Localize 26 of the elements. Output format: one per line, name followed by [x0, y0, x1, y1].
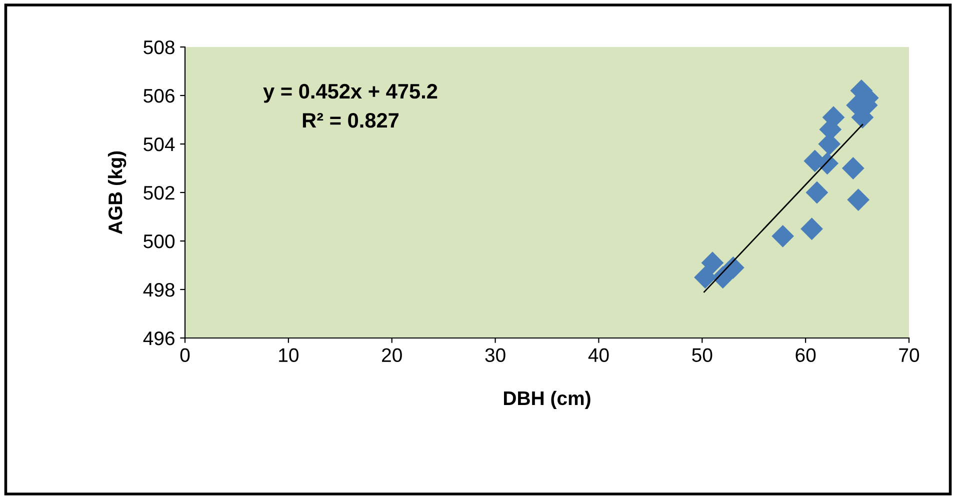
y-tick-label: 500: [144, 234, 175, 248]
point: [772, 224, 794, 248]
point: [701, 252, 724, 274]
x-tick-label: 70: [899, 348, 920, 362]
y-axis-title: AGB (kg): [108, 151, 126, 234]
x-tick-label: 20: [382, 348, 402, 362]
annotation: y = 0.452x + 475.2: [263, 84, 438, 103]
x-tick-label: 50: [692, 348, 712, 362]
annotation: R² = 0.827: [302, 113, 398, 128]
x-axis-title: DBH (cm): [504, 390, 590, 409]
x-tick-label: 10: [279, 348, 298, 362]
y-tick-label: 504: [144, 137, 175, 152]
y-tick-label: 506: [144, 88, 174, 103]
y-tick-label: 508: [144, 40, 174, 54]
point: [842, 157, 864, 180]
x-tick-label: 0: [180, 348, 190, 362]
x-tick-label: 30: [485, 348, 506, 362]
y-tick-label: 502: [144, 186, 174, 200]
point: [806, 181, 828, 204]
point: [722, 256, 744, 279]
x-tick-label: 60: [796, 348, 816, 362]
point: [800, 218, 823, 240]
x-tick-label: 40: [588, 348, 609, 362]
y-tick-label: 496: [143, 331, 174, 346]
y-tick-label: 498: [143, 282, 174, 297]
point: [847, 188, 870, 211]
